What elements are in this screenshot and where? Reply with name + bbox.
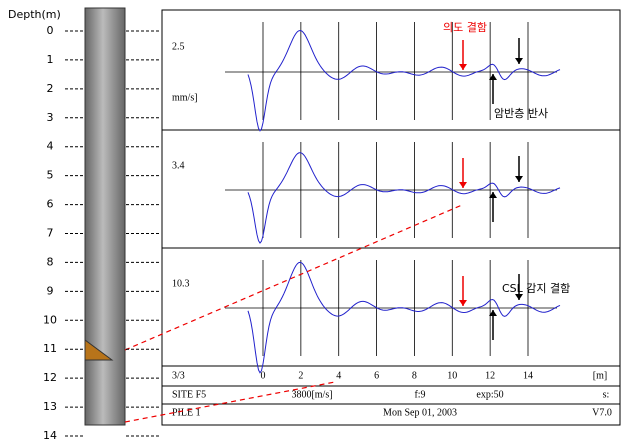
arrow-head [459,182,467,188]
trace-window [161,9,621,426]
arrow-head [489,74,497,80]
arrow-head [515,294,523,300]
exp: exp:50 [476,389,503,400]
projection-line [124,204,463,351]
s-label: s: [603,389,610,400]
depth-tick-label: 3 [47,111,54,124]
depth-tick-label: 12 [43,371,57,384]
depth-tick-label: 4 [47,140,54,153]
annotation: 암반층 반사 [494,107,548,120]
pile [84,7,126,426]
depth-tick-label: 13 [43,400,57,413]
arrow-head [489,310,497,316]
x-tick-label: 4 [336,370,341,381]
annotation: CSL 감지 결함 [502,282,570,295]
depth-tick-label: 8 [47,255,54,268]
depth-tick-label: 9 [47,284,54,297]
depth-tick-label: 1 [47,53,54,66]
depth-tick-label: 7 [47,227,54,240]
unit-label: mm/s] [172,92,198,103]
depth-tick-label: 6 [47,198,54,211]
x-tick-label: 0 [261,370,266,381]
x-tick-label: 14 [523,370,533,381]
pile-name: PILE 1 [172,407,201,418]
depth-tick-label: 10 [43,313,57,326]
waveform [247,152,561,244]
scale-label: 2.5 [172,41,185,52]
depth-tick-label: 14 [43,429,57,442]
x-unit: [m] [593,370,607,381]
arrow-head [459,300,467,306]
depth-tick-label: 5 [47,169,54,182]
site: SITE F5 [172,389,206,400]
x-tick-label: 8 [412,370,417,381]
depth-tick-label: 2 [47,82,54,95]
x-tick-label: 10 [447,370,457,381]
filter: f:9 [414,389,425,400]
arrow-head [515,176,523,182]
arrow-head [515,58,523,64]
depth-tick-label: 11 [43,342,57,355]
x-tick-label: 2 [298,370,303,381]
velocity: 3800[m/s] [291,389,332,400]
arrow-head [459,64,467,70]
x-tick-label: 12 [485,370,495,381]
waveform [247,29,561,132]
depth-label: Depth(m) [8,8,61,21]
version: V7.0 [592,407,612,418]
arrow-head [489,192,497,198]
waveform [247,261,561,374]
date: Mon Sep 01, 2003 [383,407,457,418]
annotation: 의도 결함 [443,21,487,34]
depth-tick-label: 0 [47,24,54,37]
scale-label: 10.3 [172,278,190,289]
x-tick-label: 6 [374,370,379,381]
page-label: 3/3 [172,370,185,381]
defect-marker [84,339,114,361]
scale-label: 3.4 [172,160,185,171]
